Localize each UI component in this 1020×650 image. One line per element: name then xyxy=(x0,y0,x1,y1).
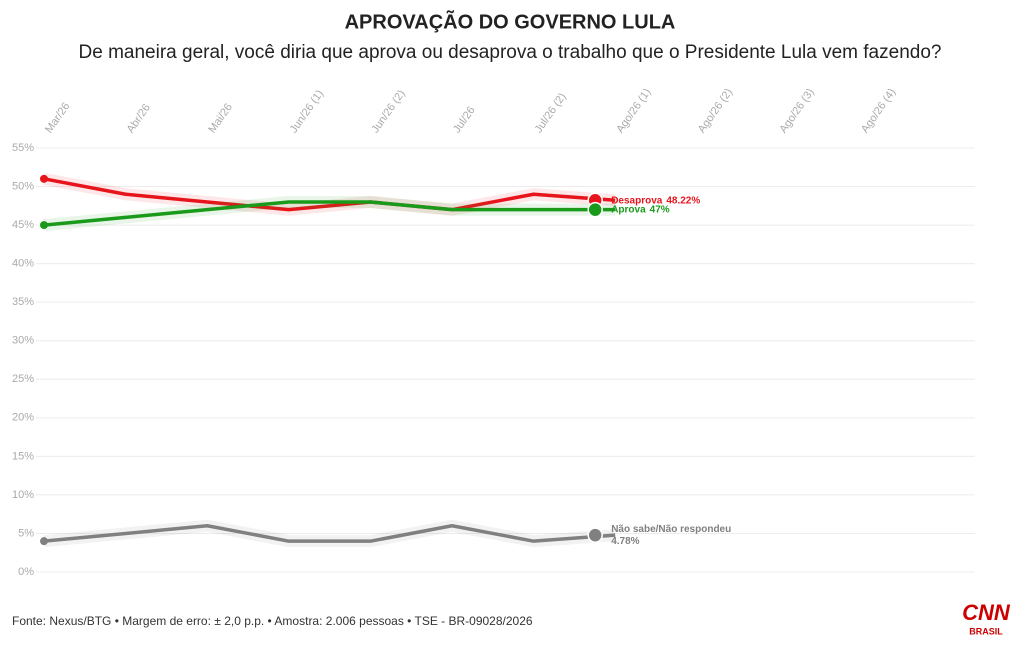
x-tick-label: Mar/26 xyxy=(43,100,72,135)
y-tick-label: 55% xyxy=(12,142,34,154)
chart-subtitle: De maneira geral, você diria que aprova … xyxy=(79,42,942,63)
y-tick-label: 5% xyxy=(18,527,34,539)
x-tick-label: Jun/26 (2) xyxy=(369,88,407,135)
point xyxy=(40,537,48,546)
logo: CNN xyxy=(962,600,1011,625)
y-tick-label: 15% xyxy=(12,450,34,462)
logo-sub: BRASIL xyxy=(969,626,1003,636)
y-tick-label: 30% xyxy=(12,335,34,347)
value-label: 4.78% xyxy=(611,536,639,547)
value-label: 48.22% xyxy=(666,195,700,206)
line xyxy=(43,177,616,212)
footer: Fonte: Nexus/BTG • Margem de erro: ± 2,0… xyxy=(12,614,533,628)
value-label: 47% xyxy=(650,204,670,215)
end-label: Não sabe/Não respondeu 4.78% xyxy=(611,524,731,547)
end-point xyxy=(587,201,603,218)
y-tick-label: 45% xyxy=(12,219,34,231)
x-tick-label: Jun/26 (1) xyxy=(288,88,326,135)
point xyxy=(40,174,48,183)
y-tick-label: 35% xyxy=(12,296,34,308)
y-tick-label: 25% xyxy=(12,373,34,385)
line-halo xyxy=(43,195,616,232)
line xyxy=(43,523,616,543)
y-tick-label: 20% xyxy=(12,412,34,424)
x-tick-label: Ago/26 (4) xyxy=(859,86,898,135)
point xyxy=(40,221,48,230)
x-tick-label: Ago/26 (1) xyxy=(614,86,653,135)
y-tick-label: 40% xyxy=(12,258,34,270)
x-tick-label: Mai/26 xyxy=(206,101,235,135)
series-name: Aprova xyxy=(611,204,646,215)
x-tick-label: Ago/26 (2) xyxy=(696,86,735,135)
end-label: Desaprova 48.22% xyxy=(611,195,700,206)
x-tick-label: Jul/26 (2) xyxy=(533,91,569,135)
x-tick-label: Jul/26 xyxy=(451,104,478,135)
x-tick-label: Abr/26 xyxy=(125,102,153,135)
end-point xyxy=(587,527,603,543)
chart-title: APROVAÇÃO DO GOVERNO LULA xyxy=(345,10,676,33)
line xyxy=(43,200,616,227)
x-tick-label: Ago/26 (3) xyxy=(777,86,816,135)
series-name: Não sabe/Não respondeu xyxy=(611,524,731,535)
y-tick-label: 50% xyxy=(12,180,34,192)
y-tick-label: 0% xyxy=(18,566,34,578)
end-label: Aprova 47% xyxy=(611,204,670,215)
series-name: Desaprova xyxy=(611,195,663,206)
y-tick-label: 10% xyxy=(12,489,34,501)
